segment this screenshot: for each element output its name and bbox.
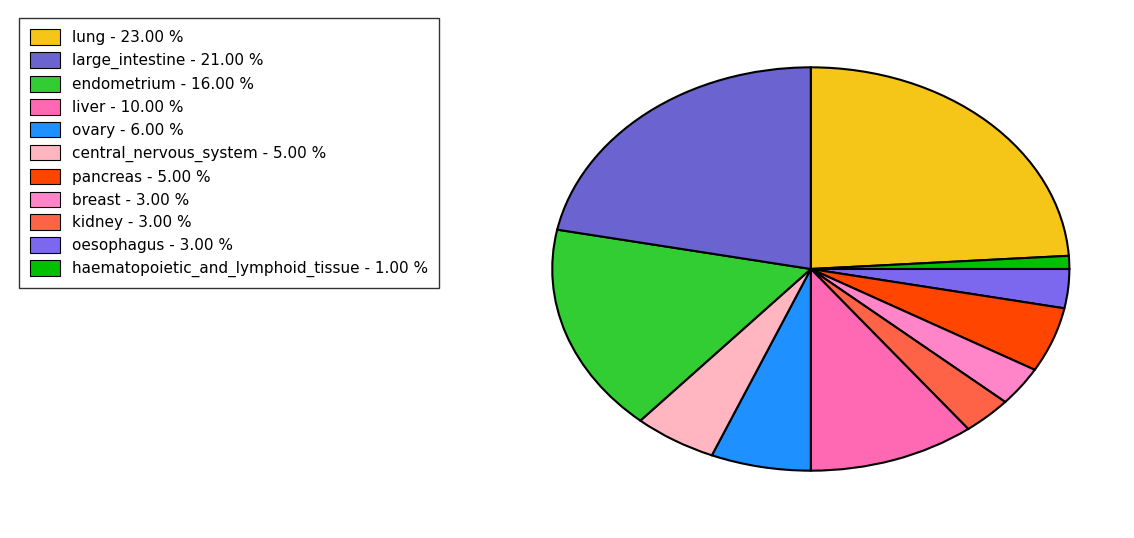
Wedge shape xyxy=(811,269,1005,429)
Wedge shape xyxy=(811,256,1069,269)
Wedge shape xyxy=(811,269,968,471)
Wedge shape xyxy=(552,230,811,421)
Wedge shape xyxy=(557,67,811,269)
Wedge shape xyxy=(811,269,1065,370)
Wedge shape xyxy=(712,269,811,471)
Legend: lung - 23.00 %, large_intestine - 21.00 %, endometrium - 16.00 %, liver - 10.00 : lung - 23.00 %, large_intestine - 21.00 … xyxy=(19,18,439,288)
Wedge shape xyxy=(811,269,1069,308)
Wedge shape xyxy=(811,269,1034,402)
Wedge shape xyxy=(811,67,1069,269)
Wedge shape xyxy=(641,269,811,455)
